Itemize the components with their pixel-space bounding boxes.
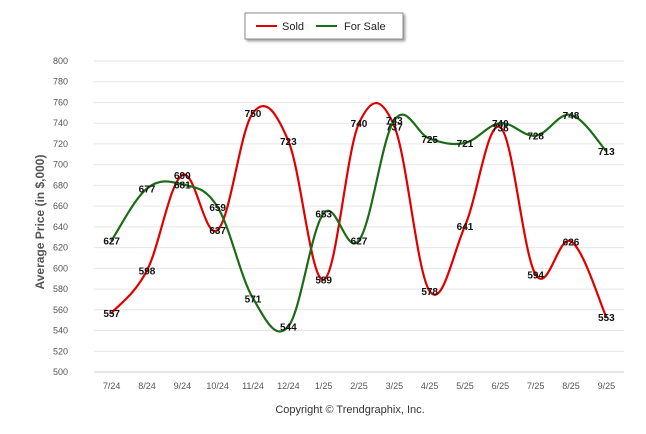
x-tick-label: 12/24	[277, 381, 300, 391]
data-label-sold: 589	[315, 276, 332, 287]
y-tick-label: 540	[53, 326, 68, 336]
data-label-for-sale: 713	[598, 147, 615, 158]
series-line-for-sale	[110, 113, 608, 333]
x-tick-label: 9/25	[598, 381, 616, 391]
data-label-for-sale: 544	[280, 322, 297, 333]
y-tick-label: 680	[53, 180, 68, 190]
data-label-sold: 750	[245, 109, 262, 120]
data-label-sold: 641	[457, 222, 474, 233]
data-label-sold: 723	[280, 137, 297, 148]
data-label-for-sale: 740	[492, 119, 509, 130]
y-axis-ticks: 500 520 540 560 580 600 620 640 660 680 700 720 740 7…	[53, 56, 68, 377]
data-label-sold: 598	[139, 266, 156, 277]
data-label-for-sale: 571	[245, 294, 262, 305]
data-label-sold: 626	[563, 237, 580, 248]
y-tick-label: 780	[53, 77, 68, 87]
data-label-sold: 557	[103, 309, 120, 320]
grid-lines	[94, 60, 624, 373]
x-tick-label: 2/25	[350, 381, 368, 391]
series-lines	[110, 102, 608, 333]
data-label-for-sale: 677	[139, 185, 156, 196]
x-tick-label: 8/24	[138, 381, 156, 391]
data-label-for-sale: 659	[209, 203, 226, 214]
x-tick-label: 8/25	[562, 381, 580, 391]
data-label-for-sale: 627	[351, 236, 368, 247]
y-tick-label: 580	[53, 284, 68, 294]
x-axis-ticks: 7/24 8/24 9/24 10/24 11/24 12/24 1/25 2/25 3/25 4…	[103, 381, 615, 391]
legend: Sold For Sale	[244, 12, 404, 40]
y-tick-label: 740	[53, 118, 68, 128]
y-tick-label: 640	[53, 222, 68, 232]
legend-label-for-sale: For Sale	[344, 21, 386, 33]
x-tick-label: 7/24	[103, 381, 121, 391]
data-label-for-sale: 728	[527, 132, 544, 143]
x-tick-label: 10/24	[206, 381, 229, 391]
data-label-for-sale: 681	[174, 180, 191, 191]
data-label-sold: 578	[421, 287, 438, 298]
y-tick-label: 520	[53, 346, 68, 356]
series-line-sold	[110, 102, 608, 319]
y-tick-label: 800	[53, 56, 68, 66]
x-tick-label: 7/25	[527, 381, 545, 391]
y-tick-label: 660	[53, 201, 68, 211]
y-axis-label: Average Price (in $,000)	[33, 155, 47, 290]
x-tick-label: 1/25	[315, 381, 333, 391]
x-tick-label: 5/25	[456, 381, 474, 391]
data-label-sold: 594	[527, 271, 544, 282]
data-label-sold: 690	[174, 171, 191, 182]
data-label-for-sale: 627	[103, 236, 120, 247]
legend-label-sold: Sold	[282, 21, 304, 33]
x-tick-label: 6/25	[492, 381, 510, 391]
x-tick-label: 3/25	[386, 381, 404, 391]
data-label-for-sale: 725	[421, 135, 438, 146]
y-tick-label: 720	[53, 139, 68, 149]
data-label-sold: 637	[209, 226, 226, 237]
y-tick-label: 600	[53, 263, 68, 273]
data-label-sold: 737	[386, 122, 403, 133]
data-label-sold: 553	[598, 313, 615, 324]
y-tick-label: 620	[53, 243, 68, 253]
data-label-for-sale: 743	[386, 116, 403, 127]
y-tick-label: 560	[53, 305, 68, 315]
data-label-for-sale: 653	[315, 209, 332, 220]
data-label-for-sale: 748	[563, 111, 580, 122]
data-label-for-sale: 721	[457, 139, 474, 150]
x-tick-label: 4/25	[421, 381, 439, 391]
y-tick-label: 700	[53, 160, 68, 170]
copyright-footer: Copyright © Trendgraphix, Inc.	[275, 404, 424, 416]
y-tick-label: 760	[53, 97, 68, 107]
data-label-sold: 740	[351, 119, 368, 130]
x-tick-label: 9/24	[174, 381, 192, 391]
data-labels: 557 598 690 637 750 723 589 740 737 578 641 736 594 6…	[103, 109, 615, 334]
y-tick-label: 500	[53, 367, 68, 377]
x-tick-label: 11/24	[242, 381, 264, 391]
data-label-sold: 736	[492, 123, 509, 134]
